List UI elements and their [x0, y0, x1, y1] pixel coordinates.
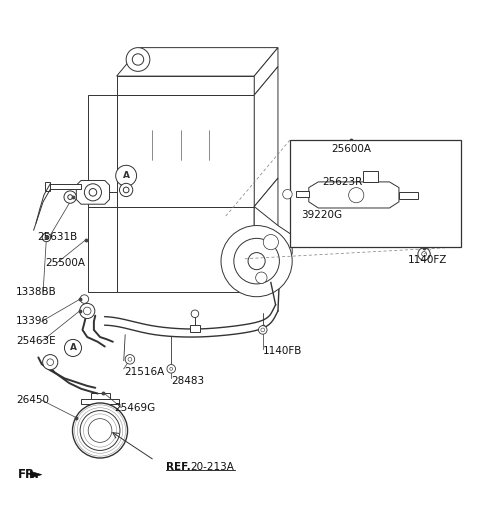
Circle shape — [123, 187, 129, 193]
Circle shape — [422, 251, 426, 256]
Circle shape — [261, 328, 264, 332]
Text: 1338BB: 1338BB — [16, 287, 57, 297]
Polygon shape — [363, 171, 378, 182]
Text: 39220G: 39220G — [301, 210, 342, 220]
Text: 21516A: 21516A — [124, 367, 164, 377]
Text: 25623R: 25623R — [322, 177, 362, 187]
Polygon shape — [30, 471, 42, 478]
Polygon shape — [50, 184, 81, 190]
Circle shape — [125, 355, 135, 364]
Circle shape — [43, 355, 58, 370]
Circle shape — [116, 165, 137, 186]
Text: 25463E: 25463E — [16, 336, 56, 346]
Circle shape — [259, 326, 267, 334]
Polygon shape — [88, 95, 117, 207]
Bar — [290, 140, 461, 247]
Circle shape — [167, 365, 176, 373]
Polygon shape — [254, 207, 292, 292]
Circle shape — [84, 184, 101, 201]
Polygon shape — [76, 180, 109, 204]
Polygon shape — [91, 393, 109, 399]
Polygon shape — [296, 191, 309, 197]
Text: REF.: REF. — [167, 462, 191, 472]
Text: 1140FZ: 1140FZ — [408, 255, 447, 265]
Circle shape — [120, 183, 133, 197]
Text: FR.: FR. — [18, 468, 40, 481]
Polygon shape — [88, 192, 117, 207]
Ellipse shape — [203, 54, 216, 60]
Text: 1140FB: 1140FB — [263, 346, 302, 356]
Circle shape — [89, 189, 96, 196]
Ellipse shape — [169, 56, 182, 63]
Polygon shape — [254, 47, 278, 95]
Circle shape — [126, 47, 150, 71]
Circle shape — [221, 226, 292, 297]
Circle shape — [348, 188, 364, 203]
Ellipse shape — [133, 136, 143, 153]
Ellipse shape — [229, 49, 251, 60]
Polygon shape — [254, 66, 278, 207]
Text: A: A — [122, 171, 130, 180]
Circle shape — [68, 194, 72, 199]
Polygon shape — [254, 178, 278, 292]
Polygon shape — [309, 182, 399, 208]
Text: 25500A: 25500A — [46, 258, 85, 268]
Polygon shape — [81, 399, 119, 404]
Polygon shape — [117, 47, 278, 76]
Text: 25600A: 25600A — [332, 144, 372, 154]
Circle shape — [64, 339, 82, 356]
Text: 28483: 28483 — [171, 376, 204, 386]
Polygon shape — [46, 182, 50, 191]
Ellipse shape — [233, 52, 247, 58]
Text: 20-213A: 20-213A — [190, 462, 234, 472]
Circle shape — [170, 367, 173, 370]
Ellipse shape — [190, 136, 200, 153]
Ellipse shape — [129, 130, 147, 160]
Polygon shape — [190, 325, 200, 333]
Polygon shape — [88, 207, 117, 292]
Circle shape — [191, 310, 199, 318]
Polygon shape — [117, 207, 254, 292]
Circle shape — [64, 191, 76, 203]
Text: A: A — [70, 344, 76, 353]
Circle shape — [80, 411, 120, 451]
Circle shape — [256, 272, 267, 284]
Ellipse shape — [218, 136, 228, 153]
Text: 26450: 26450 — [16, 395, 49, 405]
Circle shape — [248, 252, 265, 270]
Polygon shape — [117, 76, 254, 95]
Ellipse shape — [214, 130, 233, 160]
Ellipse shape — [161, 136, 172, 153]
Circle shape — [263, 235, 278, 250]
Ellipse shape — [165, 54, 187, 65]
Circle shape — [47, 359, 54, 366]
Circle shape — [42, 233, 51, 242]
Circle shape — [132, 54, 144, 65]
Circle shape — [80, 295, 89, 304]
Circle shape — [234, 238, 279, 284]
Ellipse shape — [157, 130, 176, 160]
Text: 25631B: 25631B — [37, 232, 77, 242]
Circle shape — [84, 307, 91, 315]
Ellipse shape — [347, 167, 375, 182]
Ellipse shape — [185, 130, 204, 160]
Circle shape — [418, 248, 430, 260]
Text: 13396: 13396 — [16, 316, 49, 326]
Circle shape — [72, 403, 128, 458]
Circle shape — [80, 304, 95, 318]
Circle shape — [283, 190, 292, 199]
Polygon shape — [399, 192, 418, 199]
Polygon shape — [117, 95, 254, 207]
Text: 25469G: 25469G — [114, 403, 156, 413]
Ellipse shape — [352, 170, 370, 179]
Circle shape — [128, 357, 132, 361]
Circle shape — [88, 418, 112, 442]
Ellipse shape — [198, 52, 220, 63]
